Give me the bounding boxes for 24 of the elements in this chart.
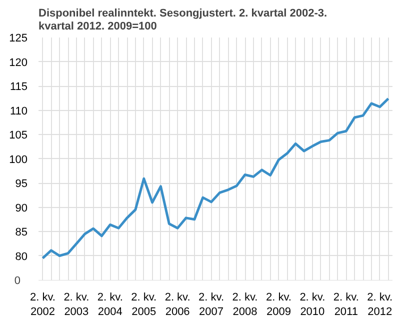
x-tick-label: 2. kv. 2005	[131, 292, 157, 318]
x-tick-label: 2. kv. 2002	[30, 292, 56, 318]
line-series	[41, 97, 390, 260]
x-tick-label: 2. kv. 2004	[97, 292, 123, 318]
x-tick-label: 2. kv. 2006	[164, 292, 190, 318]
y-tick-label: 110	[10, 105, 28, 118]
y-tick-label: 120	[9, 56, 28, 69]
x-tick-label: 2. kv. 2003	[64, 292, 90, 318]
y-tick-label: 80	[15, 250, 28, 263]
x-tick-label: 2. kv. 2011	[333, 292, 359, 318]
y-tick-label: 90	[15, 202, 28, 214]
y-tick-label: 100	[9, 154, 28, 166]
x-tick-label: 2. kv. 2007	[198, 292, 224, 318]
x-tick-label: 2. kv. 2012	[367, 292, 393, 318]
x-tick-label: 2. kv. 2010	[300, 292, 326, 318]
y-tick-label: 125	[9, 32, 28, 44]
y-tick-label: 85	[15, 226, 28, 239]
x-tick-label: 2. kv. 2009	[266, 292, 292, 318]
y-tick-label: 95	[15, 178, 28, 190]
x-tick-label: 2. kv. 2008	[232, 292, 258, 318]
y-tick-label: 115	[10, 81, 28, 94]
text: 0	[14, 275, 21, 288]
chart-title: Disponibel realinntekt. Sesongjustert. 2. kvartal 2002-3. kvartal 2012. 2009=100	[38, 7, 328, 32]
y-tick-label: 105	[9, 130, 28, 142]
